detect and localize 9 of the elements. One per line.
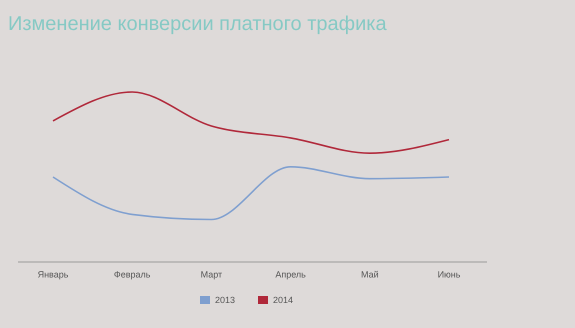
- x-tick-label: Январь: [38, 269, 69, 280]
- legend-label: 2014: [273, 295, 294, 305]
- x-tick-label: Март: [200, 269, 222, 280]
- x-tick-label: Февраль: [114, 269, 151, 280]
- x-tick-label: Апрель: [275, 269, 306, 280]
- legend-label: 2013: [215, 295, 236, 305]
- x-tick-label: Май: [360, 269, 379, 280]
- chart-title: Изменение конверсии платного трафика: [8, 13, 388, 35]
- x-tick-label: Июнь: [438, 269, 461, 280]
